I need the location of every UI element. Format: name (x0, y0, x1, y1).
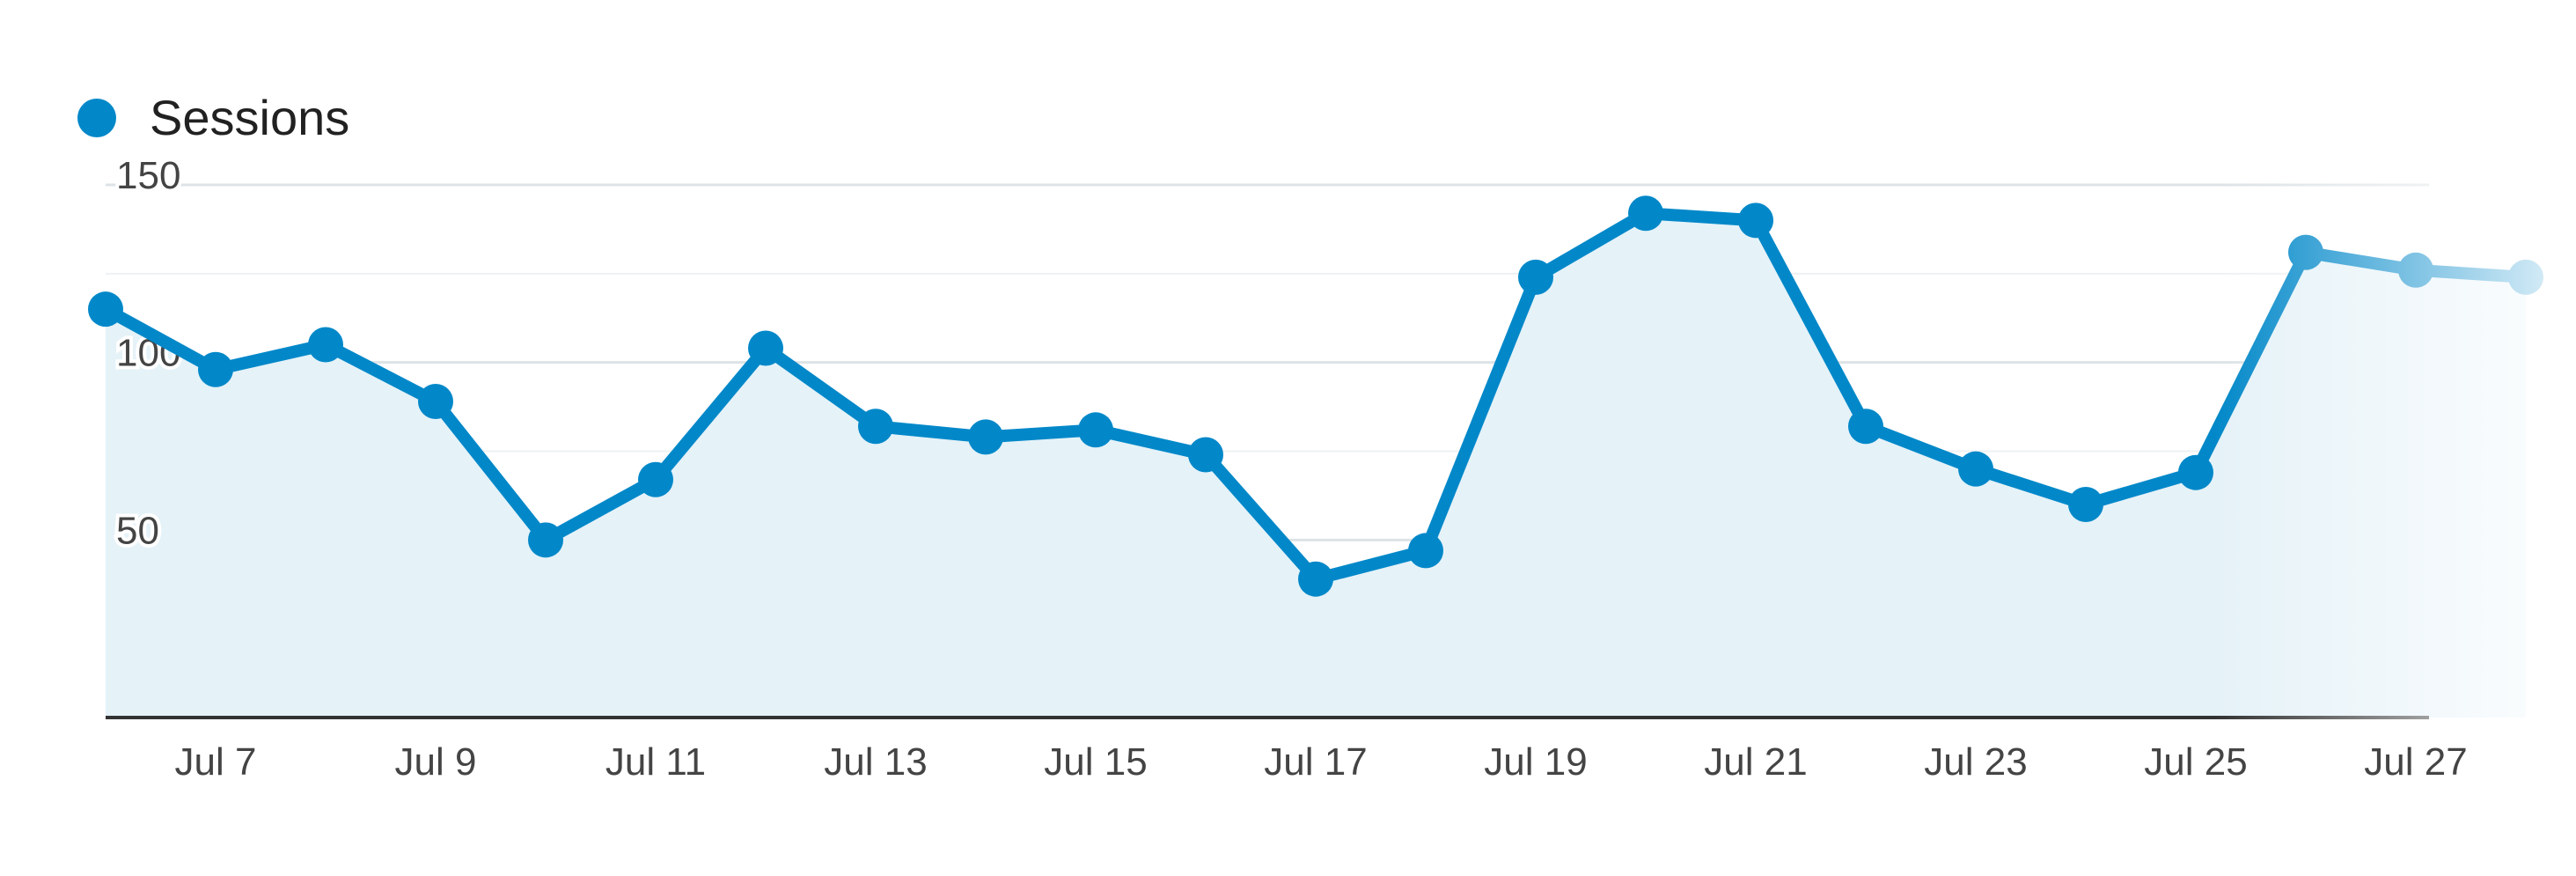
x-tick-label: Jul 17 (1264, 740, 1367, 784)
data-point (2068, 487, 2103, 522)
x-tick-label: Jul 15 (1044, 740, 1147, 784)
x-tick-label: Jul 7 (175, 740, 257, 784)
x-tick-label: Jul 21 (1704, 740, 1807, 784)
x-axis-ticks: Jul 7 Jul 9 Jul 11 Jul 13 Jul 15 Jul 17 Jul 19… (175, 740, 2468, 784)
x-tick-label: Jul 11 (605, 740, 706, 784)
y-tick-label: 50 (116, 509, 159, 552)
data-point (1078, 412, 1113, 448)
x-tick-label: Jul 9 (395, 740, 477, 784)
data-point (638, 461, 673, 497)
data-point (198, 351, 233, 387)
data-point (88, 291, 123, 328)
chart-legend: Sessions (77, 90, 349, 145)
data-point (418, 384, 453, 420)
x-tick-label: Jul 13 (824, 740, 927, 784)
data-point (308, 327, 343, 363)
x-tick-label: Jul 25 (2144, 740, 2247, 784)
x-tick-label: Jul 27 (2364, 740, 2467, 784)
data-point (1738, 202, 1773, 239)
data-point (748, 330, 783, 366)
data-point (1628, 195, 1663, 232)
chart-fade-overlay (2200, 158, 2576, 792)
y-tick-label: 150 (116, 154, 180, 197)
data-point (858, 409, 893, 445)
legend-marker-sessions (77, 99, 116, 137)
data-point (528, 522, 563, 558)
x-tick-label: Jul 23 (1924, 740, 2027, 784)
data-point (1958, 451, 1993, 487)
data-point (968, 419, 1003, 455)
legend-label-sessions: Sessions (150, 90, 349, 145)
data-point (1298, 561, 1333, 597)
x-tick-label: Jul 19 (1484, 740, 1587, 784)
data-point (1848, 409, 1883, 445)
data-point (1408, 533, 1443, 569)
sessions-area (106, 213, 2526, 718)
data-point (1188, 437, 1223, 473)
data-point (1518, 259, 1553, 295)
